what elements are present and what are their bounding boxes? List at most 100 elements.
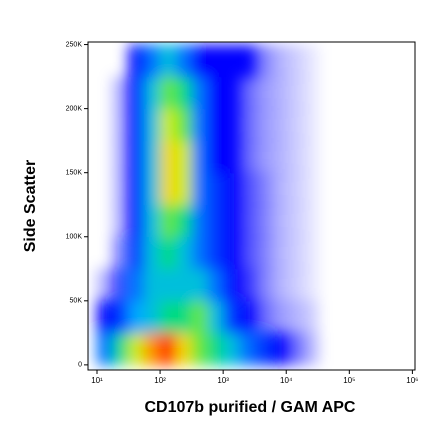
density-cell — [96, 268, 114, 302]
density-cell — [160, 44, 177, 78]
density-cell — [270, 76, 287, 110]
plot-frame — [87, 41, 416, 371]
density-cell — [112, 204, 130, 238]
density-cell — [112, 236, 130, 270]
density-cell — [207, 172, 224, 206]
density-cell — [254, 44, 271, 78]
density-cell — [238, 204, 256, 238]
y-tick-label: 200K — [66, 105, 83, 112]
density-cell — [160, 236, 177, 270]
density-cell — [97, 173, 113, 206]
density-cell — [223, 76, 240, 110]
density-cell — [191, 76, 208, 110]
y-tick-label: 150K — [66, 170, 83, 177]
x-axis-title: CD107b purified / GAM APC — [145, 399, 356, 416]
density-cell — [238, 140, 256, 174]
density-cell — [128, 204, 145, 238]
density-cell — [270, 44, 287, 78]
density-cell — [175, 76, 193, 110]
density-cell — [128, 172, 145, 206]
y-tick-label: 250K — [66, 41, 83, 48]
density-cell — [286, 300, 303, 334]
density-cell — [302, 140, 319, 174]
density-cell — [270, 236, 287, 270]
density-cell — [238, 76, 256, 110]
density-cell — [191, 236, 208, 270]
density-cell — [238, 172, 256, 206]
density-cell — [270, 300, 287, 334]
density-cell — [270, 140, 287, 174]
density-cell — [254, 76, 271, 110]
density-cell — [302, 76, 319, 110]
density-cell — [207, 204, 224, 238]
density-cell — [160, 108, 177, 142]
density-cell — [302, 172, 319, 206]
density-cell — [112, 76, 130, 110]
density-cell — [128, 140, 145, 174]
density-cell — [270, 332, 287, 366]
density-cell — [302, 108, 319, 142]
density-cell — [160, 332, 177, 366]
density-cell — [175, 332, 193, 366]
density-cell — [238, 44, 256, 78]
density-cell — [112, 172, 130, 206]
density-cell — [302, 236, 319, 270]
density-cell — [270, 108, 287, 142]
density-cell — [270, 204, 287, 238]
density-cell — [160, 268, 177, 302]
x-tick-label: 10² — [154, 376, 166, 385]
density-cell — [286, 140, 303, 174]
density-cell — [112, 108, 130, 142]
x-tick-label: 10¹ — [91, 376, 103, 385]
density-cell — [254, 140, 271, 174]
density-cell — [254, 108, 271, 142]
density-cell — [270, 172, 287, 206]
density-cell — [207, 236, 224, 270]
density-cell — [254, 204, 271, 238]
y-tick-label: 50K — [70, 298, 83, 305]
density-cell — [144, 172, 161, 206]
density-cell — [238, 236, 256, 270]
density-cell — [223, 140, 240, 174]
density-cell — [302, 300, 319, 334]
density-cell — [286, 108, 303, 142]
density-cell — [112, 140, 130, 174]
density-cell — [286, 172, 303, 206]
density-cell — [207, 108, 224, 142]
density-cell — [286, 76, 303, 110]
density-cell — [160, 76, 177, 110]
density-cell — [191, 140, 208, 174]
density-layer — [96, 44, 319, 366]
density-cell — [270, 268, 287, 302]
density-cell — [175, 44, 193, 78]
x-tick-label: 10⁵ — [343, 376, 355, 385]
y-tick-label: 0 — [78, 362, 82, 369]
density-cell — [238, 332, 256, 366]
density-cell — [254, 332, 271, 366]
density-cell — [128, 236, 145, 270]
density-cell — [113, 45, 129, 78]
density-cell — [191, 108, 208, 142]
density-cell — [128, 332, 145, 366]
density-cell — [112, 268, 130, 302]
density-cell — [97, 141, 113, 174]
density-cell — [97, 77, 113, 110]
density-cell — [191, 268, 208, 302]
density-cell — [96, 300, 114, 334]
density-cell — [144, 140, 161, 174]
density-cell — [223, 332, 240, 366]
density-cell — [96, 332, 114, 366]
density-cell — [238, 300, 256, 334]
density-cell — [223, 44, 240, 78]
density-cell — [160, 140, 177, 174]
density-cell — [160, 204, 177, 238]
density-cell — [207, 300, 224, 334]
density-cell — [175, 300, 193, 334]
density-cell — [254, 300, 271, 334]
density-cell — [175, 236, 193, 270]
density-cell — [97, 109, 113, 142]
density-cell — [223, 172, 240, 206]
density-cell — [97, 237, 113, 270]
